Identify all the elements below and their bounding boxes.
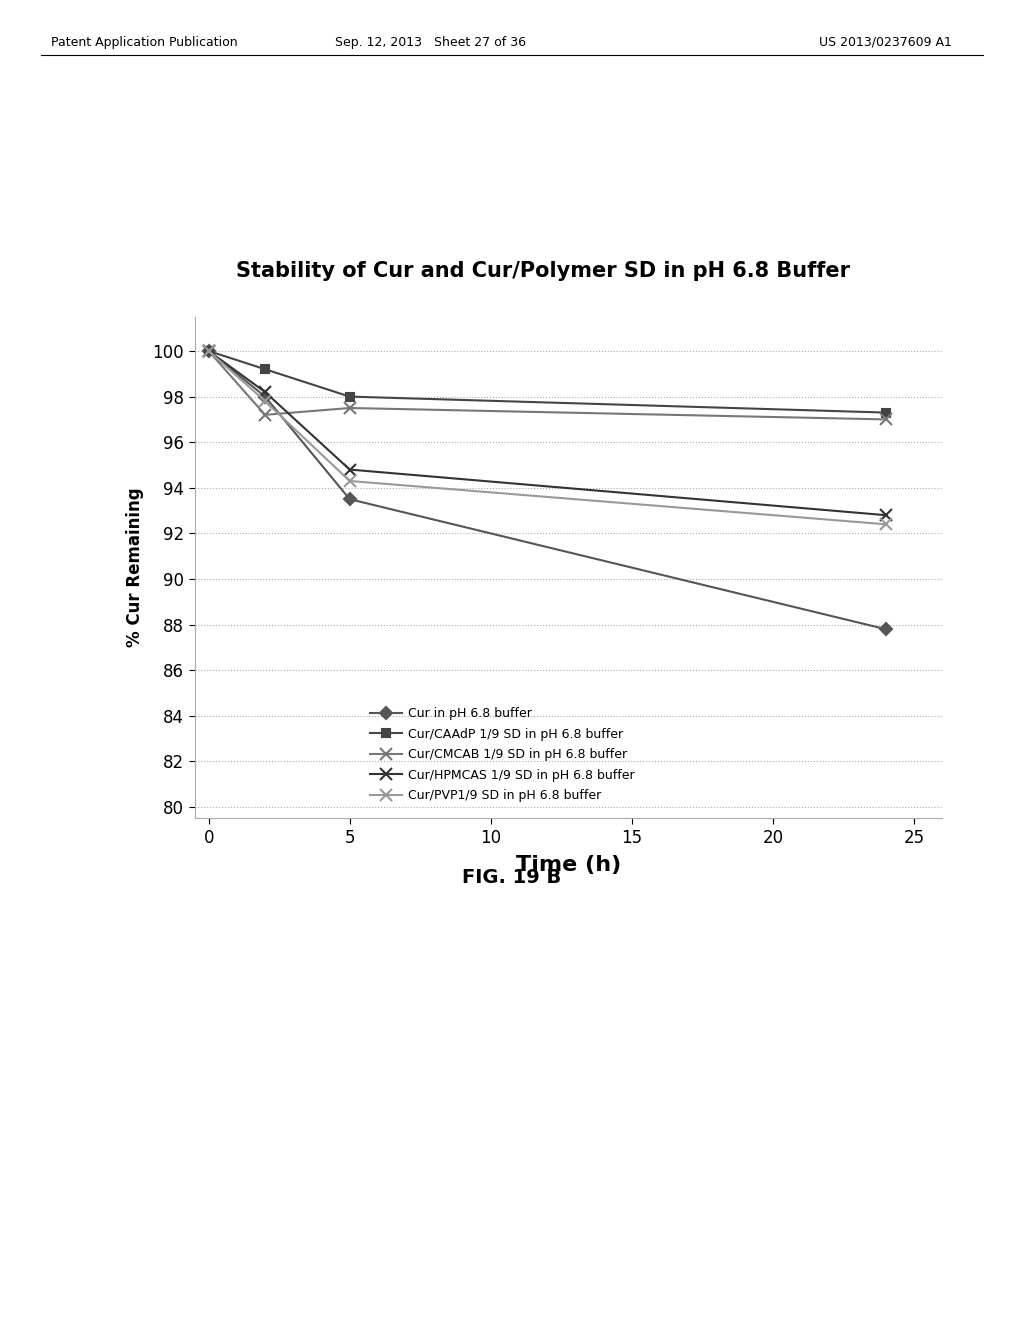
Line: Cur/PVP1/9 SD in pH 6.8 buffer: Cur/PVP1/9 SD in pH 6.8 buffer [203,346,891,529]
Line: Cur/CAAdP 1/9 SD in pH 6.8 buffer: Cur/CAAdP 1/9 SD in pH 6.8 buffer [205,347,890,417]
Text: Patent Application Publication: Patent Application Publication [51,36,238,49]
Cur/HPMCAS 1/9 SD in pH 6.8 buffer [203,343,215,359]
Cur/CMCAB 1/9 SD in pH 6.8 buffer [203,343,215,359]
Y-axis label: % Cur Remaining: % Cur Remaining [126,488,144,647]
Text: Sep. 12, 2013   Sheet 27 of 36: Sep. 12, 2013 Sheet 27 of 36 [335,36,525,49]
Cur/HPMCAS 1/9 SD in pH 6.8 buffer [344,462,356,478]
Cur/HPMCAS 1/9 SD in pH 6.8 buffer [259,384,271,400]
Text: Stability of Cur and Cur/Polymer SD in pH 6.8 Buffer: Stability of Cur and Cur/Polymer SD in p… [236,260,850,281]
Cur in pH 6.8 buffer [203,343,215,359]
Cur/CAAdP 1/9 SD in pH 6.8 buffer [203,343,215,359]
Cur/PVP1/9 SD in pH 6.8 buffer [880,516,892,532]
Line: Cur in pH 6.8 buffer: Cur in pH 6.8 buffer [205,347,890,634]
Cur/CAAdP 1/9 SD in pH 6.8 buffer [259,362,271,378]
Cur/CMCAB 1/9 SD in pH 6.8 buffer [880,412,892,428]
Cur in pH 6.8 buffer [880,622,892,638]
Cur/CAAdP 1/9 SD in pH 6.8 buffer [880,405,892,421]
Cur/CAAdP 1/9 SD in pH 6.8 buffer [344,388,356,404]
Cur in pH 6.8 buffer [259,388,271,404]
Cur/PVP1/9 SD in pH 6.8 buffer [203,343,215,359]
Cur in pH 6.8 buffer [344,491,356,507]
Cur/CMCAB 1/9 SD in pH 6.8 buffer [259,407,271,422]
Legend: Cur in pH 6.8 buffer, Cur/CAAdP 1/9 SD in pH 6.8 buffer, Cur/CMCAB 1/9 SD in pH : Cur in pH 6.8 buffer, Cur/CAAdP 1/9 SD i… [366,702,639,807]
Text: FIG. 19 B: FIG. 19 B [463,869,561,887]
Line: Cur/HPMCAS 1/9 SD in pH 6.8 buffer: Cur/HPMCAS 1/9 SD in pH 6.8 buffer [203,346,891,520]
Cur/PVP1/9 SD in pH 6.8 buffer [344,473,356,488]
Cur/HPMCAS 1/9 SD in pH 6.8 buffer [880,507,892,523]
X-axis label: Time (h): Time (h) [516,855,621,875]
Cur/PVP1/9 SD in pH 6.8 buffer [259,393,271,409]
Cur/CMCAB 1/9 SD in pH 6.8 buffer [344,400,356,416]
Line: Cur/CMCAB 1/9 SD in pH 6.8 buffer: Cur/CMCAB 1/9 SD in pH 6.8 buffer [203,346,891,425]
Text: US 2013/0237609 A1: US 2013/0237609 A1 [819,36,952,49]
